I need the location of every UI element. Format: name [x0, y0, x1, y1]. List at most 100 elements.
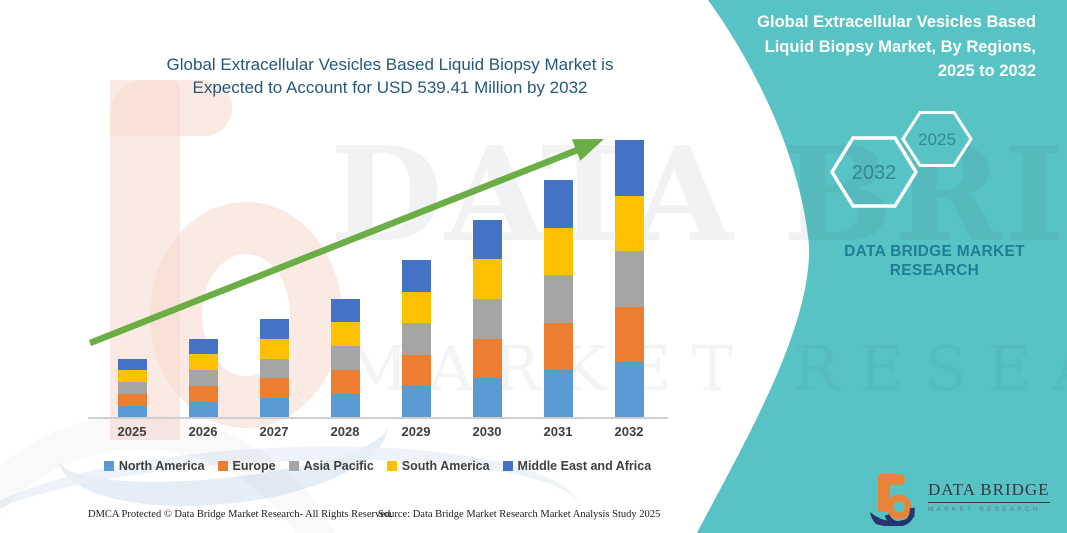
bar-segment [188, 354, 218, 371]
teal-panel-shape [697, 0, 1067, 533]
chart-title-line-1: Global Extracellular Vesicles Based Liqu… [166, 55, 614, 74]
bar-segment [259, 378, 289, 399]
bar-2031 [543, 180, 573, 418]
bar-segment [330, 370, 360, 395]
bar-segment [543, 322, 573, 371]
bar-segment [401, 354, 431, 387]
bar-segment [259, 338, 289, 359]
bar-segment [188, 338, 218, 355]
hexagon-2032 [829, 136, 919, 208]
legend-item: North America [103, 459, 205, 473]
hexagon-2025 [901, 111, 973, 167]
bar-segment [117, 382, 147, 395]
bar-segment [543, 227, 573, 276]
bar-segment [543, 370, 573, 418]
hexagon-badges: 2032 2025 [829, 111, 973, 208]
x-axis-label: 2030 [472, 424, 502, 439]
bar-2027 [259, 319, 289, 418]
bar-2026 [188, 338, 218, 418]
legend-label: Asia Pacific [303, 459, 374, 473]
bar-segment [472, 338, 502, 379]
x-axis-label: 2031 [543, 424, 573, 439]
panel-brand-line-1: DATA BRIDGE MARKET [844, 243, 1025, 260]
legend-label: Europe [232, 459, 276, 473]
bar-segment [614, 195, 644, 252]
panel-title-line-1: Global Extracellular Vesicles Based [757, 13, 1036, 31]
footer-dmca-text: DMCA Protected © Data Bridge Market Rese… [88, 509, 393, 520]
bar-2029 [401, 260, 431, 418]
data-bridge-logo: DATA BRIDGE MARKET RESEARCH [868, 464, 1053, 528]
bar-segment [117, 370, 147, 383]
bar-segment [259, 319, 289, 339]
bar-segment [330, 322, 360, 347]
logo-name: DATA BRIDGE [928, 480, 1050, 503]
logo-subtitle: MARKET RESEARCH [928, 505, 1041, 513]
bar-segment [330, 298, 360, 323]
bar-segment [401, 323, 431, 355]
bar-segment [117, 358, 147, 371]
bar-segment [117, 394, 147, 407]
legend-swatch [103, 461, 114, 471]
bar-2032 [614, 140, 644, 418]
legend-item: Asia Pacific [288, 459, 374, 473]
data-bridge-logo-icon [870, 474, 916, 526]
x-axis-line [88, 417, 668, 419]
bar-segment [188, 370, 218, 387]
legend-swatch [502, 461, 513, 471]
bar-segment [614, 140, 644, 196]
bar-segment [472, 259, 502, 299]
x-axis-label: 2026 [188, 424, 218, 439]
legend-swatch [217, 461, 228, 471]
bar-segment [188, 402, 218, 418]
hexagon-2032-label: 2032 [852, 162, 897, 184]
bar-segment [401, 260, 431, 292]
bar-2025 [117, 358, 147, 418]
panel-brand-text: DATA BRIDGE MARKET RESEARCH [832, 242, 1037, 280]
logo-d-arc [884, 507, 915, 526]
legend-label: Middle East and Africa [517, 459, 652, 473]
bar-2028 [330, 298, 360, 418]
x-axis-label: 2028 [330, 424, 360, 439]
bar-segment [472, 219, 502, 260]
hexagon-2025-label: 2025 [918, 130, 956, 149]
footer-source-text: Source: Data Bridge Market Research Mark… [378, 509, 661, 520]
bar-segment [401, 386, 431, 418]
bar-segment [614, 306, 644, 363]
bar-segment [259, 398, 289, 418]
bar-segment [614, 251, 644, 307]
bar-segment [543, 275, 573, 323]
bar-segment [472, 378, 502, 418]
panel-title-line-2: Liquid Biopsy Market, By Regions, [764, 37, 1036, 56]
logo-b-bowl [886, 494, 912, 520]
panel-brand-line-2: RESEARCH [889, 262, 980, 279]
panel-title: Global Extracellular Vesicles Based Liqu… [718, 10, 1036, 84]
legend-item: Middle East and Africa [502, 459, 652, 473]
legend-item: Europe [217, 459, 276, 473]
bar-segment [259, 358, 289, 379]
bar-segment [543, 180, 573, 228]
bar-2030 [472, 219, 502, 418]
legend-swatch [288, 461, 299, 471]
legend-swatch [386, 461, 397, 471]
legend-item: South America [386, 459, 490, 473]
x-axis-label: 2025 [117, 424, 147, 439]
chart-title: Global Extracellular Vesicles Based Liqu… [140, 53, 640, 99]
chart-title-line-2: Expected to Account for USD 539.41 Milli… [192, 78, 588, 97]
x-axis-label: 2032 [614, 424, 644, 439]
x-axis-label: 2029 [401, 424, 431, 439]
bar-segment [188, 386, 218, 403]
x-axis-label: 2027 [259, 424, 289, 439]
bar-segment [401, 291, 431, 324]
bar-segment [330, 394, 360, 418]
chart-legend: North America Europe Asia Pacific South Ame… [85, 459, 670, 473]
bar-segment [472, 298, 502, 339]
panel-title-line-3: 2025 to 2032 [937, 62, 1036, 80]
legend-label: South America [401, 459, 490, 473]
logo-b-hook [878, 474, 905, 485]
logo-text-block: DATA BRIDGE MARKET RESEARCH [928, 480, 1050, 513]
legend-label: North America [118, 459, 205, 473]
bar-segment [614, 362, 644, 418]
bar-segment [330, 346, 360, 371]
